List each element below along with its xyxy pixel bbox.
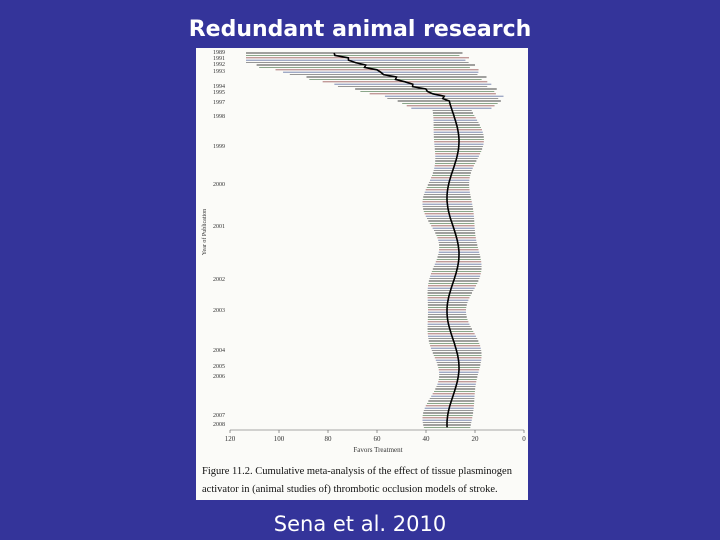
y-axis-label: Year of Publication <box>201 209 208 255</box>
year-label: 1998 <box>213 114 225 120</box>
x-tick-label: 80 <box>325 435 333 443</box>
year-label: 2000 <box>213 182 225 188</box>
year-label: 2002 <box>213 277 225 283</box>
year-label: 2004 <box>213 348 225 354</box>
year-label: 2001 <box>213 224 225 230</box>
year-label: 1995 <box>213 90 225 96</box>
x-tick-label: 0 <box>522 435 526 443</box>
year-label: 1989 <box>213 50 225 56</box>
year-label: 1997 <box>213 100 225 106</box>
year-label: 2008 <box>213 422 225 428</box>
forest-plot <box>246 52 504 428</box>
year-label: 1992 <box>213 62 225 68</box>
slide-footer: Sena et al. 2010 <box>274 512 446 536</box>
caption-line: activator in (animal studies of) thrombo… <box>202 484 498 495</box>
slide-title: Redundant animal research <box>189 17 532 42</box>
x-axis-label: Favors Treatment <box>353 446 402 454</box>
estimate-curve <box>333 52 460 428</box>
x-tick-label: 60 <box>374 435 382 443</box>
x-tick-label: 120 <box>225 435 236 443</box>
year-label: 2006 <box>213 374 225 380</box>
x-tick-label: 40 <box>423 435 431 443</box>
year-label: 2003 <box>213 308 225 314</box>
year-label: 1991 <box>213 56 225 62</box>
year-label: 2005 <box>213 364 225 370</box>
year-label: 1999 <box>213 144 225 150</box>
x-tick-label: 20 <box>472 435 480 443</box>
caption-line: Figure 11.2. Cumulative meta-analysis of… <box>202 466 513 477</box>
year-label: 1993 <box>213 69 225 75</box>
x-tick-label: 100 <box>274 435 285 443</box>
year-label: 1994 <box>213 84 225 90</box>
year-label: 2007 <box>213 413 225 419</box>
